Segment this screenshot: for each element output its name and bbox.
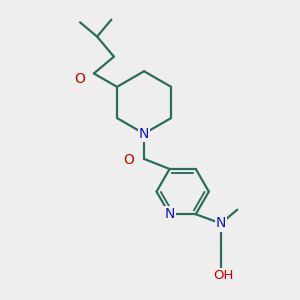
Text: O: O <box>74 72 85 86</box>
Text: OH: OH <box>214 268 234 282</box>
Text: N: N <box>164 207 175 221</box>
Text: N: N <box>216 216 226 230</box>
Text: O: O <box>123 153 134 167</box>
Text: N: N <box>139 127 149 141</box>
